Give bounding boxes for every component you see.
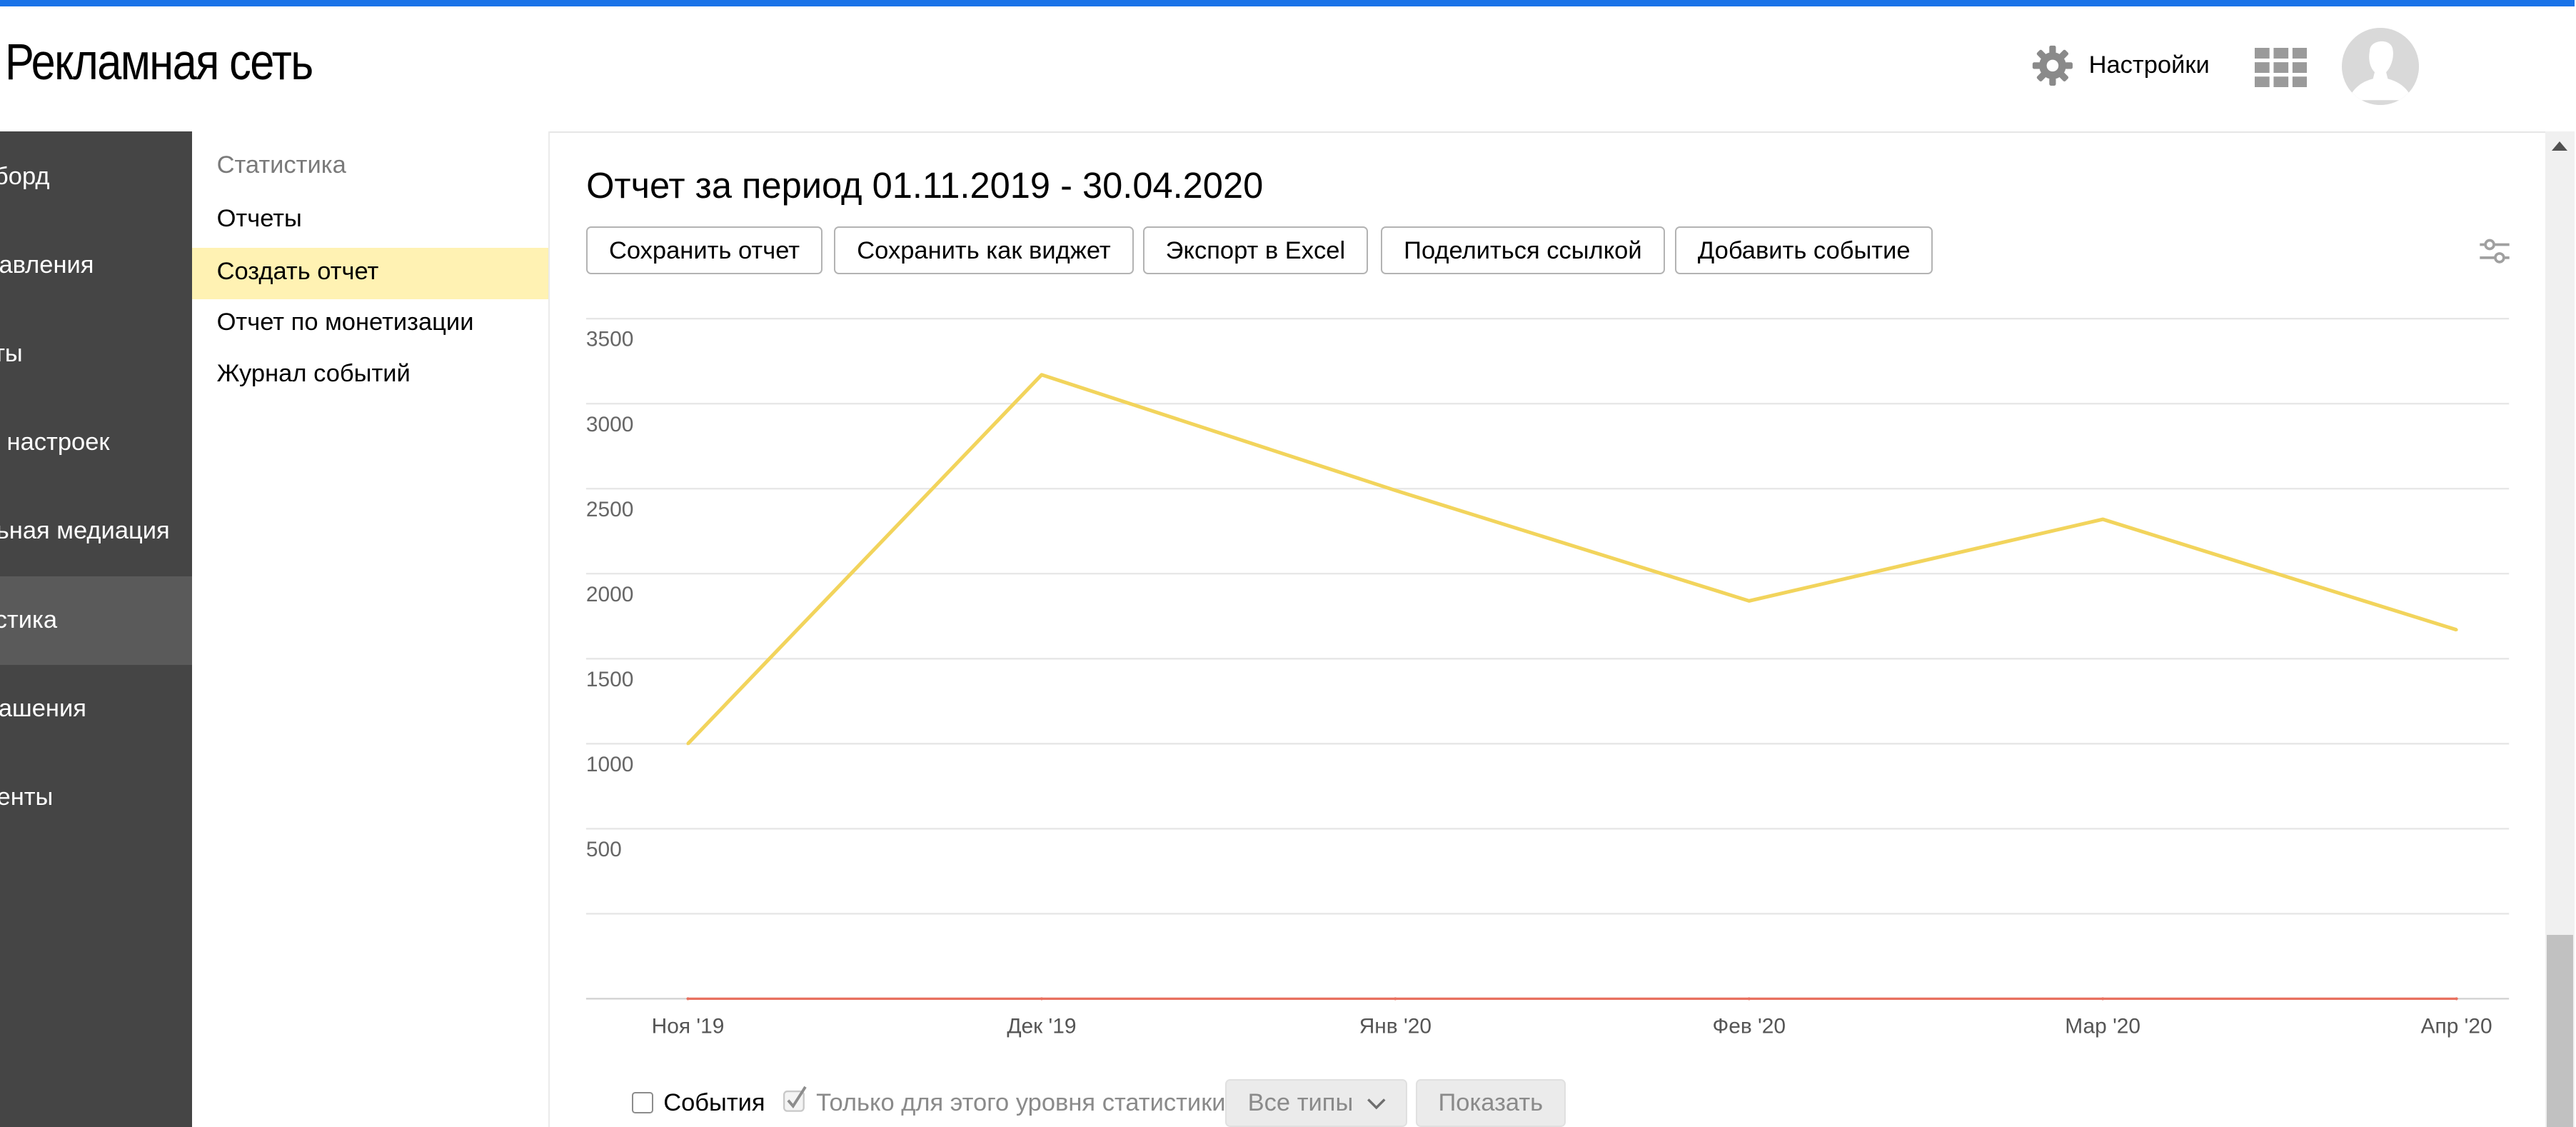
sidebar-item-documents[interactable]: Документы — [0, 754, 192, 843]
page-title: Отчет за период 01.11.2019 - 30.04.2020 — [586, 165, 1264, 206]
subnav-item-label: Журнал событий — [216, 359, 411, 387]
sidebar-item-mobile-mediation[interactable]: Мобильная медиация — [0, 488, 192, 576]
header: Рекламная сеть Настройки — [0, 6, 2575, 133]
data-point — [1394, 997, 1397, 1001]
save-report-button[interactable]: Сохранить отчет — [586, 226, 822, 275]
data-point — [1040, 997, 1044, 1001]
stats-subnav: Статистика Отчеты Создать отчет Отчет по… — [192, 131, 550, 1127]
data-point — [2101, 518, 2105, 521]
sidebar-item-label: Соглашения — [0, 694, 86, 722]
top-accent-bar — [0, 0, 2575, 7]
x-tick-label: Дек '19 — [1007, 1015, 1077, 1038]
scrollbar[interactable] — [2545, 131, 2575, 1127]
x-tick-label: Апр '20 — [2421, 1015, 2492, 1038]
subnav-item-label: Отчеты — [216, 205, 302, 233]
app-logo[interactable]: Рекламная сеть — [4, 33, 313, 91]
events-checkbox[interactable] — [632, 1092, 654, 1114]
data-point — [1747, 997, 1751, 1001]
avatar[interactable] — [2341, 28, 2419, 106]
all-types-label: Все типы — [1247, 1089, 1354, 1117]
export-excel-button[interactable]: Экспорт в Excel — [1142, 226, 1369, 275]
sidebar-item-agreements[interactable]: Соглашения — [0, 666, 192, 754]
subnav-item-reports[interactable]: Отчеты — [192, 196, 548, 246]
sliders-icon[interactable] — [2478, 236, 2511, 266]
sidebar-item-label: Группы настроек — [0, 429, 110, 456]
scroll-up-arrow-icon[interactable] — [2552, 141, 2568, 151]
y-tick-label: 2500 — [586, 498, 634, 521]
user-silhouette-icon — [2341, 28, 2419, 106]
data-point — [1394, 489, 1397, 492]
scroll-thumb[interactable] — [2547, 934, 2574, 1127]
subnav-item-label: Создать отчет — [216, 258, 379, 286]
subnav-item-label: Отчет по монетизации — [216, 309, 474, 336]
data-point — [2455, 997, 2458, 1001]
data-point — [2455, 628, 2458, 631]
all-types-dropdown[interactable]: Все типы — [1224, 1079, 1407, 1127]
sidebar-item-label: Управления — [0, 251, 94, 279]
series-line-0 — [686, 373, 2457, 746]
sidebar-item-dashboard[interactable]: Дашборд — [0, 133, 192, 221]
settings-link[interactable]: Настройки — [2031, 44, 2210, 87]
y-tick-label: 1500 — [586, 668, 634, 691]
gear-icon — [2032, 45, 2073, 86]
subnav-title: Статистика — [216, 151, 346, 179]
y-tick-label: 3500 — [586, 328, 634, 351]
sidebar: Дашборд Управления Продукты Группы настр… — [0, 131, 193, 1127]
sidebar-item-label: Продукты — [0, 340, 23, 368]
show-button[interactable]: Показать — [1415, 1079, 1566, 1127]
sidebar-item-label: Статистика — [0, 606, 58, 633]
sidebar-item-settings-groups[interactable]: Группы настроек — [0, 399, 192, 488]
sidebar-item-label: Документы — [0, 783, 54, 811]
sidebar-item-products[interactable]: Продукты — [0, 311, 192, 399]
chart-controls: События Только для этого уровня статисти… — [548, 1079, 2545, 1127]
subnav-item-create-report[interactable]: Создать отчет — [192, 248, 549, 299]
y-tick-label: 2000 — [586, 583, 634, 606]
x-tick-label: Янв '20 — [1359, 1015, 1432, 1038]
sidebar-item-label: Дашборд — [0, 162, 50, 190]
data-point — [2101, 997, 2105, 1001]
main-content: 5001000150020002500300035004000Ноя '19Де… — [548, 131, 2545, 1127]
data-point — [1040, 373, 1044, 376]
y-tick-label: 1000 — [586, 753, 634, 776]
sidebar-item-label: Мобильная медиация — [0, 517, 170, 545]
subnav-item-events-log[interactable]: Журнал событий — [192, 350, 548, 401]
add-event-button[interactable]: Добавить событие — [1674, 226, 1933, 275]
sidebar-item-statistics[interactable]: Статистика — [0, 576, 193, 666]
level-only-checkbox[interactable] — [783, 1086, 810, 1113]
report-chart: 5001000150020002500300035004000Ноя '19Де… — [586, 243, 2510, 1038]
level-only-label: Только для этого уровня статистики — [816, 1088, 1226, 1116]
save-widget-button[interactable]: Сохранить как виджет — [834, 226, 1134, 275]
events-label: События — [663, 1088, 765, 1116]
sidebar-item-management[interactable]: Управления — [0, 222, 192, 311]
y-tick-label: 3000 — [586, 413, 634, 436]
x-tick-label: Мар '20 — [2065, 1015, 2140, 1038]
settings-label: Настройки — [2088, 51, 2210, 79]
chevron-down-icon — [1367, 1098, 1386, 1110]
share-link-button[interactable]: Поделиться ссылкой — [1381, 226, 1665, 275]
y-tick-label: 500 — [586, 838, 622, 861]
subnav-item-monetization-report[interactable]: Отчет по монетизации — [192, 299, 548, 350]
apps-grid-icon[interactable] — [2254, 47, 2308, 87]
x-tick-label: Ноя '19 — [652, 1015, 725, 1038]
data-point — [686, 997, 690, 1001]
data-point — [1747, 599, 1751, 603]
x-tick-label: Фев '20 — [1713, 1015, 1786, 1038]
data-point — [686, 742, 690, 746]
